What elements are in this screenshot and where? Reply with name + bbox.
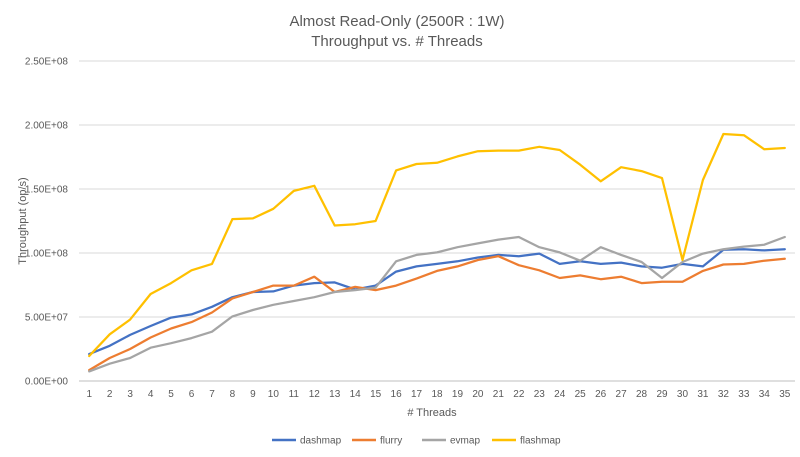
x-tick-label: 34 (759, 389, 771, 400)
x-tick-label: 29 (656, 389, 668, 400)
x-tick-label: 30 (677, 389, 689, 400)
x-tick-label: 19 (452, 389, 464, 400)
y-tick-label: 2.00E+08 (25, 121, 69, 132)
chart-subtitle: Throughput vs. # Threads (311, 33, 483, 50)
legend-label: flashmap (520, 436, 561, 447)
gridlines (79, 60, 795, 382)
x-tick-label: 21 (493, 389, 505, 400)
y-tick-label: 2.50E+08 (25, 57, 69, 68)
x-tick-label: 31 (697, 389, 709, 400)
y-tick-label: 5.00E+07 (25, 313, 69, 324)
chart-title: Almost Read-Only (2500R : 1W) (289, 13, 504, 30)
legend-label: flurry (380, 436, 402, 447)
y-tick-label: 1.50E+08 (25, 185, 69, 196)
x-tick-label: 6 (189, 389, 195, 400)
y-axis-ticks: 0.00E+00 5.00E+07 1.00E+08 1.50E+08 2.00E+08… (25, 57, 69, 388)
x-tick-label: 32 (718, 389, 730, 400)
series-line-dashmap (88, 248, 786, 356)
x-tick-label: 18 (431, 389, 443, 400)
x-tick-label: 5 (168, 389, 174, 400)
x-tick-label: 12 (309, 389, 321, 400)
x-tick-label: 23 (534, 389, 546, 400)
y-tick-label: 0.00E+00 (25, 377, 69, 388)
series-lines (88, 132, 786, 373)
series-line-flurry (88, 255, 786, 372)
x-tick-label: 16 (391, 389, 403, 400)
x-tick-label: 26 (595, 389, 607, 400)
x-axis-title: # Threads (407, 407, 457, 419)
x-tick-label: 9 (250, 389, 256, 400)
x-axis-ticks: 1 2 3 4 5 6 7 8 9 10 11 12 13 14 15 16 17 18 19 20 21 22 23 24 2… (86, 389, 790, 400)
x-tick-label: 2 (107, 389, 113, 400)
x-tick-label: 22 (513, 389, 525, 400)
x-tick-label: 24 (554, 389, 566, 400)
x-tick-label: 11 (289, 389, 300, 400)
x-tick-label: 20 (472, 389, 484, 400)
series-line-flashmap (88, 132, 786, 358)
legend-label: dashmap (300, 436, 342, 447)
x-tick-label: 14 (350, 389, 362, 400)
x-tick-label: 10 (268, 389, 280, 400)
x-tick-label: 4 (148, 389, 154, 400)
series-line-evmap (88, 235, 786, 373)
legend-item-dashmap: dashmap (272, 436, 342, 447)
x-tick-label: 15 (370, 389, 382, 400)
legend-label: evmap (450, 436, 480, 447)
x-tick-label: 13 (329, 389, 341, 400)
x-tick-label: 27 (616, 389, 628, 400)
legend-item-flashmap: flashmap (492, 436, 561, 447)
x-tick-label: 3 (127, 389, 133, 400)
x-tick-label: 33 (738, 389, 750, 400)
legend-item-flurry: flurry (352, 436, 402, 447)
x-tick-label: 7 (209, 389, 215, 400)
y-tick-label: 1.00E+08 (25, 249, 69, 260)
y-axis-title: Throughput (op/s) (17, 177, 29, 264)
legend: dashmap flurry evmap flashmap (272, 436, 561, 447)
x-tick-label: 17 (411, 389, 423, 400)
x-tick-label: 28 (636, 389, 648, 400)
x-tick-label: 1 (86, 389, 92, 400)
x-tick-label: 8 (230, 389, 236, 400)
x-tick-label: 35 (779, 389, 791, 400)
x-tick-label: 25 (575, 389, 587, 400)
legend-item-evmap: evmap (422, 436, 480, 447)
